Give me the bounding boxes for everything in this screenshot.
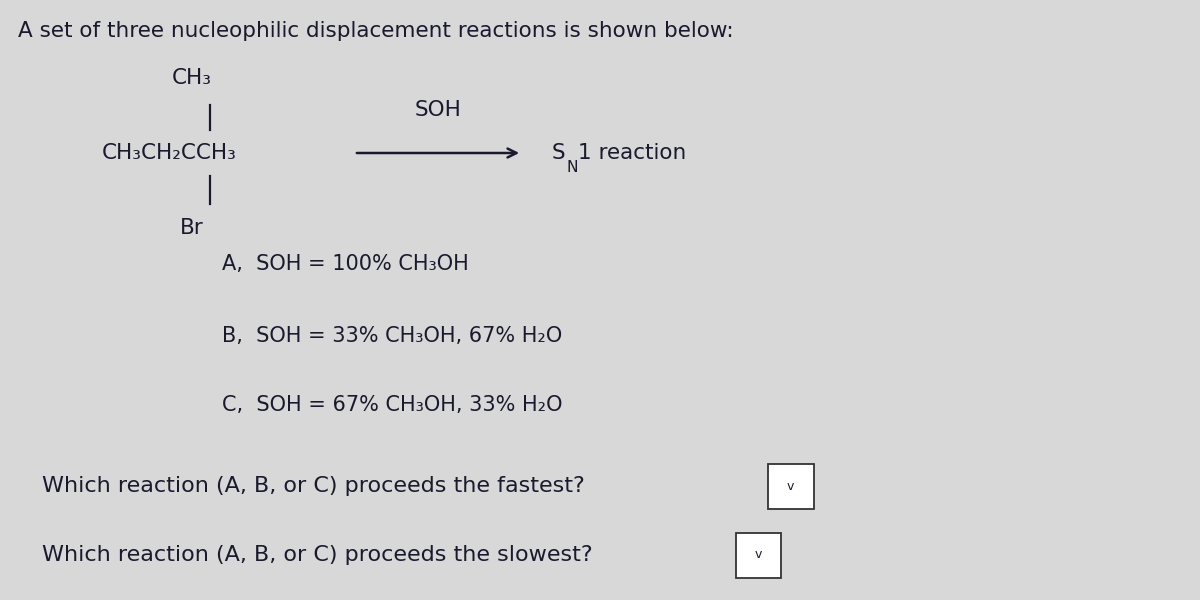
Text: CH₃CH₂CCH₃: CH₃CH₂CCH₃ [102, 143, 236, 163]
Text: CH₃: CH₃ [172, 68, 212, 88]
Text: S: S [552, 143, 565, 163]
Text: A set of three nucleophilic displacement reactions is shown below:: A set of three nucleophilic displacement… [18, 21, 733, 41]
FancyBboxPatch shape [736, 533, 781, 577]
Text: Which reaction (A, B, or C) proceeds the slowest?: Which reaction (A, B, or C) proceeds the… [42, 545, 593, 565]
Text: C,  SOH = 67% CH₃OH, 33% H₂O: C, SOH = 67% CH₃OH, 33% H₂O [222, 395, 563, 415]
Text: N: N [566, 160, 578, 175]
Text: v: v [787, 479, 794, 493]
Text: A,  SOH = 100% CH₃OH: A, SOH = 100% CH₃OH [222, 254, 469, 274]
Text: v: v [755, 548, 762, 562]
FancyBboxPatch shape [768, 463, 814, 509]
Text: 1 reaction: 1 reaction [578, 143, 686, 163]
Text: Br: Br [180, 218, 204, 238]
Text: SOH: SOH [414, 100, 462, 120]
Text: B,  SOH = 33% CH₃OH, 67% H₂O: B, SOH = 33% CH₃OH, 67% H₂O [222, 326, 563, 346]
Text: Which reaction (A, B, or C) proceeds the fastest?: Which reaction (A, B, or C) proceeds the… [42, 476, 584, 496]
